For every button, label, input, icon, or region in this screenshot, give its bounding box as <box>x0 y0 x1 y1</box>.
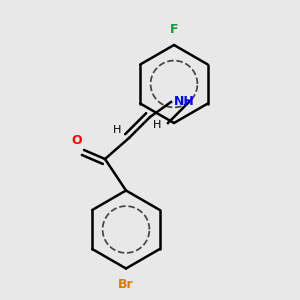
Text: H: H <box>113 125 122 135</box>
Text: H: H <box>153 120 161 130</box>
Text: F: F <box>170 23 178 36</box>
Text: O: O <box>71 134 82 147</box>
Text: NH: NH <box>174 95 195 109</box>
Text: Br: Br <box>118 278 134 290</box>
